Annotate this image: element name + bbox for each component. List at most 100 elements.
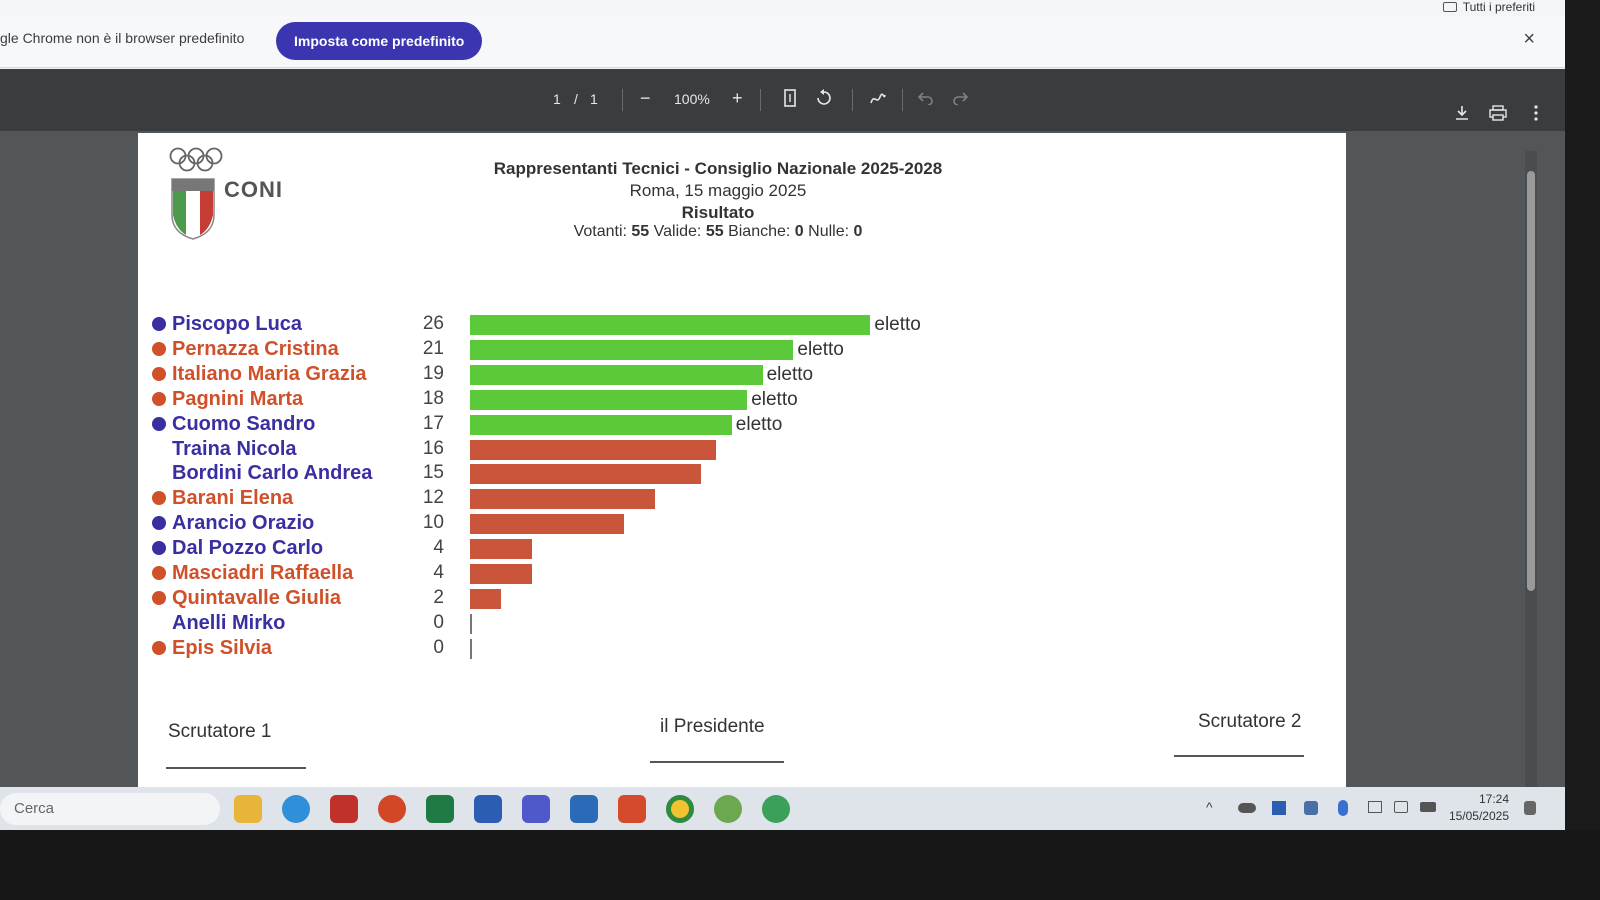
candidate-name: Pagnini Marta: [172, 387, 304, 410]
chart-row: Pernazza Cristina 21 eletto: [152, 338, 1052, 363]
clock-date: 15/05/2025: [1448, 809, 1509, 823]
anydesk-icon[interactable]: [618, 795, 646, 823]
toolbar-divider: [902, 89, 903, 111]
download-icon[interactable]: [1452, 105, 1472, 125]
vote-bar: [470, 339, 794, 360]
pdf-toolbar: 1 / 1 − 100% +: [0, 69, 1565, 131]
zoom-level[interactable]: 100%: [674, 91, 710, 107]
chrome-icon[interactable]: [666, 795, 694, 823]
candidate-name: Dal Pozzo Carlo: [172, 537, 324, 560]
elected-label: eletto: [874, 314, 921, 335]
volume-muted-icon[interactable]: [1394, 801, 1408, 813]
print-icon[interactable]: [1488, 105, 1508, 125]
elected-label: eletto: [797, 338, 844, 360]
outlook-icon[interactable]: [1272, 801, 1286, 815]
folder-icon: [1442, 2, 1457, 12]
vote-bar: [470, 389, 748, 410]
taskbar-search[interactable]: Cerca: [0, 793, 220, 825]
signature-left-label: Scrutatore 1: [168, 721, 272, 742]
vote-count: 16: [422, 437, 444, 459]
candidate-name: Pernazza Cristina: [172, 337, 339, 360]
vote-count: 10: [422, 512, 444, 534]
vote-count: 12: [422, 487, 444, 509]
coni-logo-text: CONI: [224, 177, 283, 202]
candidate-dot: [152, 640, 166, 655]
signature-center-label: il Presidente: [660, 716, 765, 737]
candidate-dot: [152, 541, 166, 556]
edge-icon[interactable]: [282, 795, 310, 823]
candidate-dot: [152, 317, 166, 331]
chevron-up-icon[interactable]: ^: [1206, 799, 1213, 815]
redo-icon[interactable]: [950, 89, 970, 109]
set-default-button[interactable]: Imposta come predefinito: [276, 22, 483, 60]
rotate-icon[interactable]: [814, 89, 834, 109]
check-app-icon[interactable]: [762, 795, 790, 823]
acrobat-icon[interactable]: [330, 795, 358, 823]
toolbar-divider: [622, 89, 623, 111]
toolbar-divider: [852, 89, 853, 111]
page-total: 1: [590, 91, 598, 107]
chart-row: Cuomo Sandro 17 eletto: [152, 413, 1052, 438]
teams-icon[interactable]: [522, 795, 550, 823]
elected-label: eletto: [751, 388, 798, 410]
vote-count: 2: [433, 586, 444, 608]
chart-row: Dal Pozzo Carlo 4: [152, 537, 1052, 562]
vote-count: 17: [422, 412, 444, 434]
shield-icon[interactable]: [1304, 801, 1318, 815]
chart-row: Traina Nicola 16: [152, 438, 1052, 463]
votanti-value: 55: [631, 223, 650, 240]
file-explorer-icon[interactable]: [234, 795, 262, 823]
vote-stats: Votanti: 55 Valide: 55 Bianche: 0 Nulle:…: [438, 223, 998, 241]
bluetooth-icon[interactable]: [1338, 800, 1348, 816]
candidate-name: Cuomo Sandro: [172, 412, 316, 435]
vote-bar: [470, 539, 532, 560]
page-number-input[interactable]: 1: [553, 91, 561, 107]
candidate-name: Anelli Mirko: [172, 611, 286, 634]
vote-count: 15: [422, 462, 444, 484]
network-icon[interactable]: [1368, 801, 1382, 813]
vote-bar: [470, 613, 472, 634]
chart-row: Bordini Carlo Andrea 15: [152, 462, 1052, 487]
chart-row: Epis Silvia 0: [152, 637, 1052, 662]
zoom-in-button[interactable]: +: [732, 88, 743, 108]
bookmarks-all-link[interactable]: Tutti i preferiti: [1442, 0, 1535, 14]
default-browser-infobar: gle Chrome non è il browser predefinito …: [0, 16, 1565, 68]
chart-row: Pagnini Marta 18 eletto: [152, 388, 1052, 413]
nulle-label: Nulle:: [808, 223, 850, 240]
remote-desktop-icon[interactable]: [570, 795, 598, 823]
candidate-dot: [152, 590, 166, 605]
clock[interactable]: 17:24 15/05/2025: [1449, 791, 1509, 825]
document-heading: Risultato: [681, 203, 755, 222]
candidate-name: Arancio Orazio: [172, 512, 315, 535]
word-icon[interactable]: [474, 795, 502, 823]
scrollbar-thumb[interactable]: [1527, 171, 1535, 591]
vote-bar: [470, 439, 717, 460]
more-options-icon[interactable]: [1526, 105, 1546, 125]
vote-bar: [470, 638, 472, 659]
taskbar: Cerca ^ 17:24 15/05/2025: [0, 787, 1565, 830]
draw-icon[interactable]: [868, 89, 888, 109]
chart-row: Anelli Mirko 0: [152, 612, 1052, 637]
browser-globe-icon[interactable]: [714, 795, 742, 823]
zoom-out-button[interactable]: −: [640, 88, 651, 108]
bookmarks-bar: Tutti i preferiti: [0, 0, 1565, 16]
candidate-name: Bordini Carlo Andrea: [172, 462, 373, 485]
candidate-dot: [152, 416, 166, 431]
notifications-icon[interactable]: [1524, 801, 1536, 815]
onedrive-icon[interactable]: [1238, 803, 1256, 813]
votanti-label: Votanti:: [573, 223, 627, 240]
fit-page-icon[interactable]: [780, 89, 800, 109]
undo-icon[interactable]: [916, 89, 936, 109]
vote-bar: [470, 315, 871, 335]
excel-icon[interactable]: [426, 795, 454, 823]
olympic-rings-icon: [169, 147, 223, 172]
italia-crest-icon: [171, 178, 215, 240]
battery-icon[interactable]: [1420, 802, 1436, 812]
candidate-name: Barani Elena: [172, 487, 294, 510]
vertical-scrollbar[interactable]: [1525, 151, 1537, 787]
close-icon[interactable]: ×: [1523, 28, 1535, 50]
vote-bar: [470, 514, 624, 535]
vote-count: 0: [433, 636, 444, 658]
powerpoint-icon[interactable]: [378, 795, 406, 823]
infobar-message: gle Chrome non è il browser predefinito: [0, 30, 245, 46]
